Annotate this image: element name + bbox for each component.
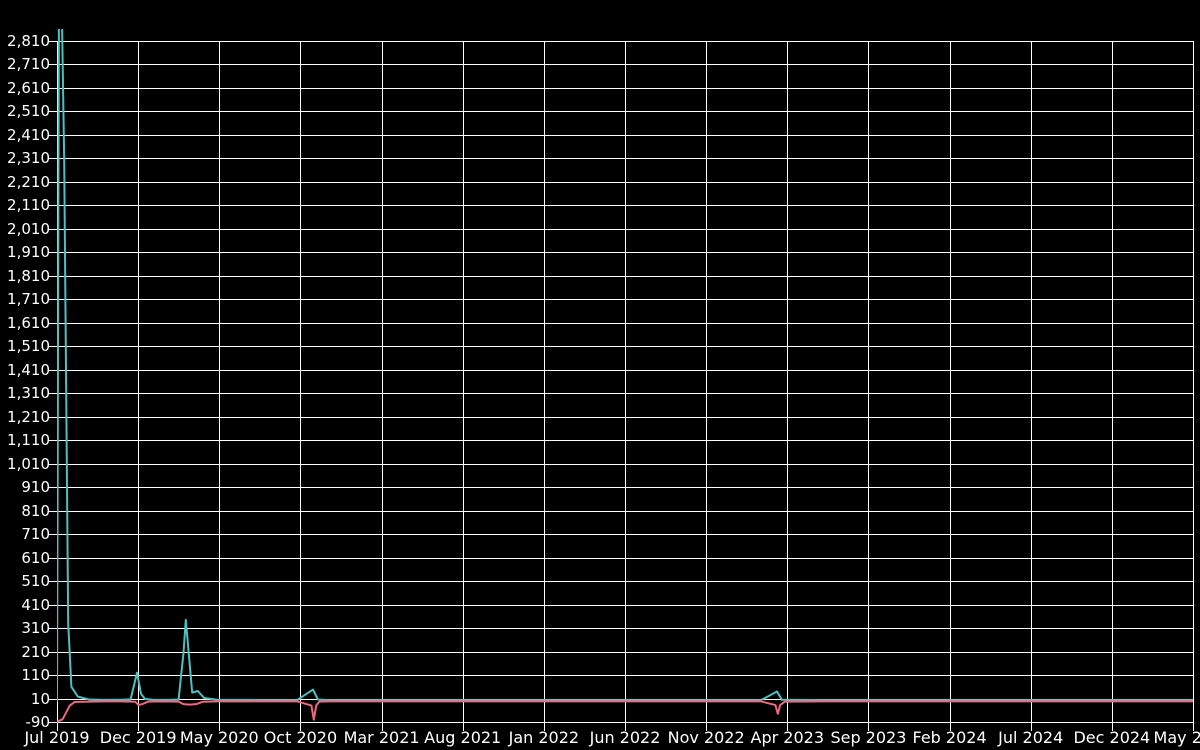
y-axis-tick-label: 1,510	[7, 337, 50, 356]
y-axis-tick-label: 1,110	[7, 431, 50, 450]
y-axis-tick-label: 410	[21, 595, 50, 614]
y-axis-tick-label: 10	[30, 689, 50, 708]
y-axis-tick-label: 910	[21, 478, 50, 497]
x-axis-tick-label: Dec 2019	[99, 728, 177, 747]
x-axis-tick-label: Nov 2022	[667, 728, 745, 747]
y-axis-tick-label: 110	[21, 666, 50, 685]
y-axis-tick-label: 2,710	[7, 55, 50, 74]
x-axis-tick-label: Apr 2023	[750, 728, 825, 747]
series-line-additions	[57, 29, 1193, 702]
y-axis-tick-label: 1,910	[7, 243, 50, 262]
x-axis-tick-label: Jan 2022	[508, 728, 580, 747]
x-axis-tick-label: Dec 2024	[1073, 728, 1151, 747]
y-axis-tick-label: 2,110	[7, 196, 50, 215]
y-axis-tick-label: 2,410	[7, 125, 50, 144]
y-axis-tick-label: 2,210	[7, 172, 50, 191]
y-axis-tick-label: 1,810	[7, 266, 50, 285]
y-axis-tick-label: 1,310	[7, 384, 50, 403]
x-axis-tick-label: Oct 2020	[263, 728, 338, 747]
y-axis-tick-label: 1,410	[7, 360, 50, 379]
x-axis-tick-label: Mar 2021	[343, 728, 420, 747]
x-axis-tick-label: Feb 2024	[912, 728, 987, 747]
y-axis-tick-label: 1,010	[7, 454, 50, 473]
series-line-deletions	[57, 700, 1193, 723]
grid-lines	[48, 41, 1194, 731]
x-axis-tick-label: Jul 2019	[24, 728, 90, 747]
y-axis-tick-label: 210	[21, 642, 50, 661]
series-group	[57, 29, 1193, 723]
x-axis-tick-label: Sep 2023	[830, 728, 907, 747]
x-axis-tick-label: May 2020	[179, 728, 259, 747]
y-axis-tick-label: 810	[21, 501, 50, 520]
y-axis-tick-label: 1,210	[7, 407, 50, 426]
y-axis-tick-label: 2,010	[7, 219, 50, 238]
y-axis-tick-label: 1,710	[7, 290, 50, 309]
y-axis-tick-label: 2,810	[7, 32, 50, 50]
y-axis-tick-label: 310	[21, 619, 50, 638]
y-axis-tick-label: 2,510	[7, 102, 50, 121]
y-axis-tick-label: 610	[21, 548, 50, 567]
x-axis-tick-label: Jul 2024	[998, 728, 1064, 747]
x-axis-tick-label: Jun 2022	[589, 728, 661, 747]
y-axis-tick-label: 2,610	[7, 78, 50, 97]
x-axis-tick-label: Aug 2021	[424, 728, 502, 747]
y-axis-tick-label: 510	[21, 572, 50, 591]
y-axis-tick-label: 2,310	[7, 149, 50, 168]
y-axis-tick-label: -90	[25, 713, 51, 731]
y-axis-tick-label: 710	[21, 525, 50, 544]
y-axis-tick-label: 1,610	[7, 313, 50, 332]
x-axis-tick-label: May 2025	[1153, 728, 1200, 747]
